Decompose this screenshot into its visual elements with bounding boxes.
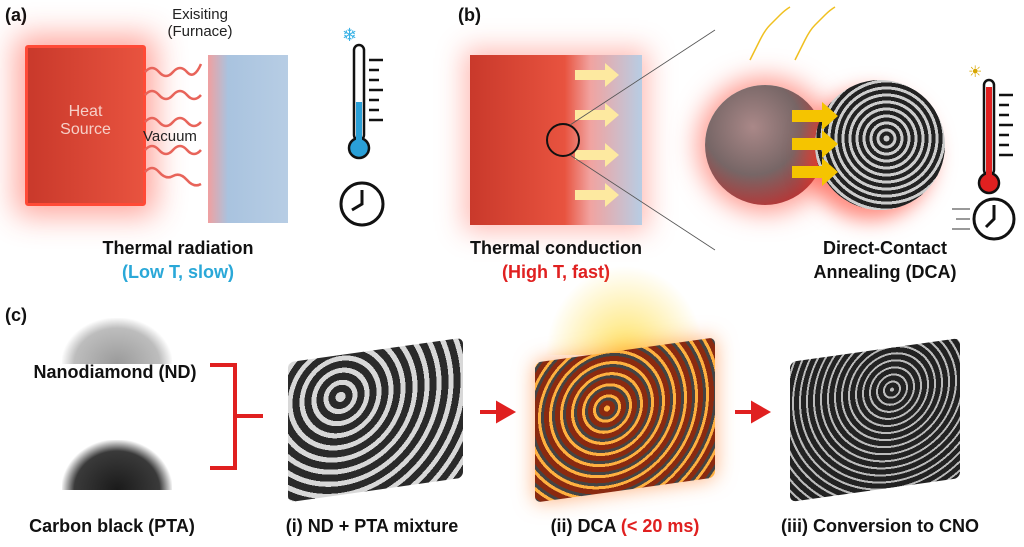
step2-text: (ii) DCA: [550, 516, 621, 536]
radiation-waves: [144, 63, 203, 187]
panel-a-label: (a): [5, 5, 27, 25]
clock-icon: [339, 181, 385, 227]
dca-arrows: [792, 102, 838, 186]
dca-block: [535, 337, 715, 503]
nanodiamond-label: Nanodiamond (ND): [33, 362, 197, 382]
carbon-black-label: Carbon black (PTA): [29, 516, 195, 536]
existing-text: Exisiting: [172, 6, 228, 23]
panel-c-label: (c): [5, 305, 27, 325]
thermal-radiation-title: Thermal radiation: [102, 238, 254, 258]
dca-title-line2: Annealing (DCA): [813, 262, 957, 282]
cno-block: [790, 338, 960, 502]
existing-furnace-label: Exisiting (Furnace): [150, 6, 250, 40]
step1-label: (i) ND + PTA mixture: [285, 516, 459, 536]
panel-b-label: (b): [458, 5, 481, 25]
snowflake-icon: ❄: [342, 25, 358, 45]
carbon-black-powder: [62, 440, 172, 490]
thermal-conduction-title: Thermal conduction: [469, 238, 643, 258]
combine-bracket: [210, 363, 263, 470]
heat-source-block: Heat Source: [25, 45, 146, 206]
zoom-lines: [546, 29, 716, 251]
step2-label: (ii) DCA (< 20 ms): [551, 516, 700, 537]
dca-title-line1: Direct-Contact: [822, 238, 948, 258]
sun-icon: ☀: [968, 64, 983, 81]
low-t-slow-subtitle: (Low T, slow): [122, 262, 234, 282]
heat-text: Heat: [68, 103, 103, 120]
step3-label: (iii) Conversion to CNO: [781, 516, 979, 536]
mixture-block: [288, 337, 463, 503]
light-beam: [545, 265, 705, 355]
light-waves: [749, 6, 836, 61]
fast-clock-icon: [952, 197, 1016, 241]
arrow-2: [735, 400, 772, 424]
conduction-arrows: [575, 63, 619, 207]
source-text: Source: [60, 121, 111, 138]
cold-target-block: [208, 55, 288, 223]
vacuum-label: Vacuum: [143, 128, 197, 145]
furnace-text: (Furnace): [167, 23, 233, 40]
thermometer-low-icon: [347, 43, 383, 160]
step2-duration: (< 20 ms): [620, 516, 700, 536]
thermometer-high-icon: [977, 78, 1013, 195]
arrow-1: [480, 400, 517, 424]
nanodiamond-powder: [62, 318, 172, 364]
